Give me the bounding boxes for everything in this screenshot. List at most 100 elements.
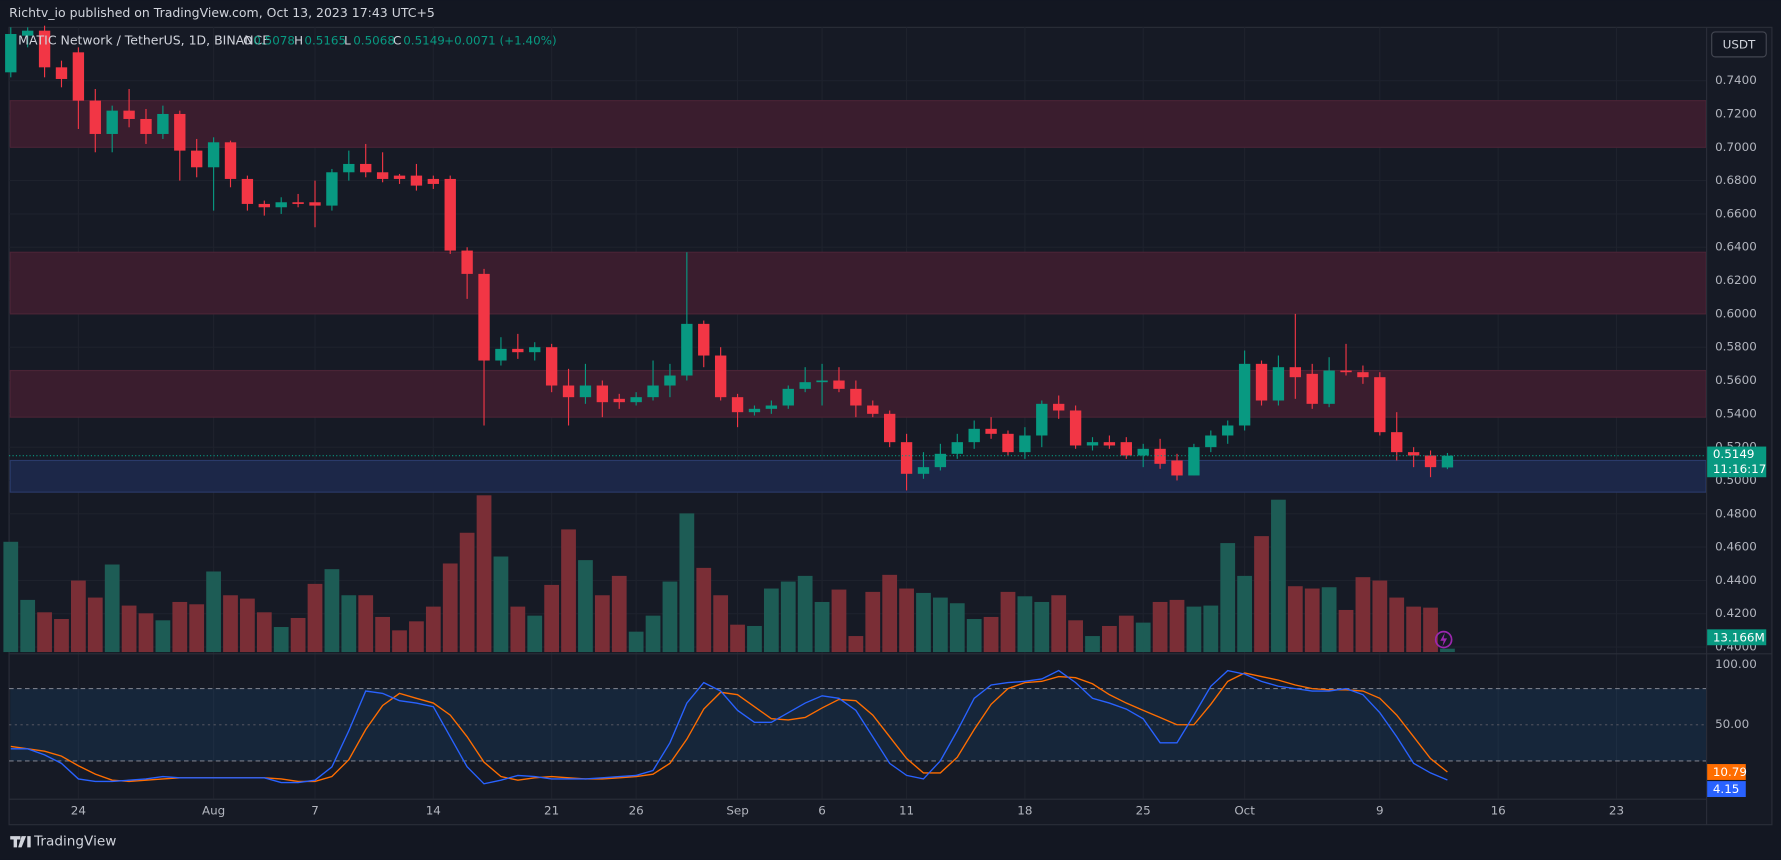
volume-bar — [425, 606, 441, 653]
volume-bar — [527, 615, 543, 653]
candle-body — [765, 405, 778, 409]
volume-bar — [966, 619, 982, 653]
volume-bar — [459, 532, 475, 653]
currency-button[interactable] — [1711, 31, 1767, 58]
volume-bar — [561, 529, 576, 653]
volume-bar — [20, 599, 36, 653]
stoch-tick-label: 100.00 — [1715, 657, 1757, 671]
y-tick-label: 0.6800 — [1715, 173, 1757, 187]
volume-bar — [510, 606, 526, 653]
volume-bar — [71, 580, 86, 653]
candle-body — [275, 202, 287, 208]
volume-bar — [578, 560, 593, 653]
x-tick-label: 23 — [1609, 804, 1624, 818]
volume-bar — [1304, 588, 1320, 653]
stoch-layer — [9, 669, 1707, 785]
volume-bar — [223, 595, 238, 653]
currency-label[interactable]: USDT — [1723, 37, 1756, 51]
candle-body — [934, 453, 947, 468]
volume-bar — [1389, 597, 1405, 653]
legend-value: 0.5149 — [403, 33, 445, 47]
x-tick-label: 14 — [426, 804, 441, 818]
candle-body — [613, 398, 625, 403]
alert-icon-bolt — [1440, 632, 1448, 647]
candle-body — [1306, 373, 1318, 404]
candle-body — [1391, 432, 1403, 453]
volume-bar — [763, 588, 779, 653]
x-tick-label: 24 — [71, 804, 86, 818]
candle-body — [309, 202, 321, 206]
volume-bar — [1271, 499, 1286, 653]
volume-bar — [628, 631, 644, 653]
x-tick-label: 6 — [818, 804, 826, 818]
legend-value: 0.5165 — [304, 33, 346, 47]
volume-bar — [392, 630, 407, 653]
candle-body — [1374, 377, 1386, 433]
candle-body — [1238, 363, 1251, 426]
candle-body — [478, 273, 490, 361]
volume-bar — [37, 612, 52, 653]
volume-bar — [1372, 580, 1388, 653]
y-tick-label: 0.6400 — [1715, 240, 1757, 254]
x-tick-label: 16 — [1491, 804, 1506, 818]
candle-body — [1340, 370, 1352, 373]
candle-body — [393, 175, 406, 179]
volume-bar — [189, 604, 205, 653]
candle-body — [545, 347, 558, 386]
volume-layer — [3, 495, 1455, 653]
candle-body — [410, 175, 423, 186]
x-tick-label: 9 — [1376, 804, 1384, 818]
axis-layer: 0.40000.42000.44000.46000.48000.50000.52… — [71, 73, 1767, 817]
volume-bar — [882, 574, 898, 653]
candle-body — [1205, 435, 1217, 448]
candle-body — [1019, 435, 1031, 453]
y-tick-label: 0.4200 — [1715, 606, 1757, 620]
y-tick-label: 0.4400 — [1715, 573, 1757, 587]
volume-bar — [1237, 575, 1252, 653]
candle-body — [1272, 367, 1285, 401]
candle-body — [427, 178, 440, 184]
zone — [9, 251, 1707, 315]
volume-bar — [916, 592, 931, 653]
volume-bar — [358, 595, 374, 653]
y-tick-label: 0.4800 — [1715, 506, 1757, 520]
candle-body — [529, 347, 541, 353]
volume-bar — [476, 495, 492, 653]
volume-bar — [172, 601, 188, 653]
legend-key: C — [393, 33, 401, 47]
candle-body — [343, 163, 355, 173]
volume-bar — [155, 620, 171, 653]
candle-body — [714, 355, 727, 398]
volume-bar — [1118, 615, 1134, 653]
candle-body — [5, 34, 17, 73]
volume-bar — [1287, 586, 1303, 653]
candle-body — [816, 380, 828, 383]
publisher: Richtv_io published on TradingView.com, … — [9, 5, 435, 20]
volume-bar — [409, 621, 424, 653]
alert-icon[interactable] — [1434, 630, 1453, 649]
candle-body — [72, 52, 85, 101]
candle-body — [917, 467, 930, 474]
candle-body — [799, 382, 811, 389]
stoch-value-label: 10.79 — [1713, 765, 1747, 779]
candle-body — [106, 110, 118, 134]
last-price-label: 0.5149 — [1713, 447, 1755, 461]
volume-bar — [3, 541, 19, 653]
candle-body — [1289, 367, 1301, 378]
volume-bar — [932, 597, 948, 653]
y-tick-label: 0.5400 — [1715, 406, 1757, 420]
candle-body — [1053, 403, 1065, 411]
volume-bar — [1321, 587, 1337, 653]
candle-body — [833, 380, 845, 389]
volume-bar — [1152, 601, 1168, 653]
candle-body — [174, 113, 186, 151]
legend-key: H — [294, 33, 303, 47]
legend-value: 0.5078 — [253, 33, 295, 47]
x-tick-label: Aug — [202, 804, 225, 818]
volume-bar — [797, 575, 813, 653]
zone — [9, 459, 1707, 493]
candle-body — [1441, 455, 1454, 468]
y-tick-label: 0.6600 — [1715, 206, 1757, 220]
x-tick-label: 26 — [629, 804, 644, 818]
y-tick-label: 0.4600 — [1715, 540, 1757, 554]
